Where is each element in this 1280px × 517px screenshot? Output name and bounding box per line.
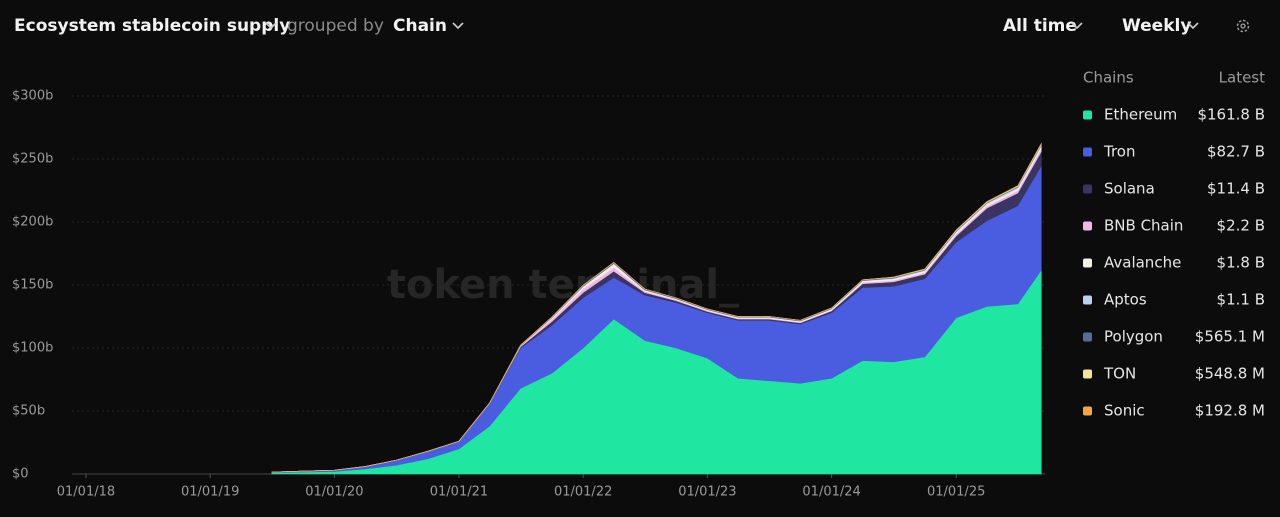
- legend-swatch: [1083, 369, 1092, 379]
- legend-label: Polygon: [1104, 328, 1163, 346]
- legend-swatch: [1083, 295, 1092, 305]
- legend-label: Avalanche: [1104, 254, 1181, 272]
- chevron: [1187, 22, 1199, 30]
- group-value[interactable]: Chain: [393, 16, 447, 36]
- legend-label: Aptos: [1104, 291, 1147, 309]
- legend-latest: $1.1 B: [1217, 291, 1265, 309]
- x-tick-label: 01/01/19: [181, 485, 239, 500]
- legend-swatch: [1083, 258, 1092, 268]
- legend-label: TON: [1103, 365, 1136, 383]
- range-option[interactable]: All time: [1003, 16, 1077, 36]
- x-tick-label: 01/01/24: [802, 485, 860, 500]
- chart-title[interactable]: Ecosystem stablecoin supply: [14, 16, 290, 36]
- x-tick-label: 01/01/20: [305, 485, 363, 500]
- settings-icon[interactable]: [1236, 19, 1250, 33]
- legend-latest: $82.7 B: [1207, 143, 1265, 161]
- legend-label: Tron: [1103, 143, 1135, 161]
- legend-label: Ethereum: [1104, 106, 1177, 124]
- y-tick-label: $100b: [12, 341, 53, 356]
- y-tick-label: $0: [12, 467, 29, 482]
- x-tick-label: 01/01/21: [430, 485, 488, 500]
- chevron: [265, 22, 277, 30]
- x-tick-label: 01/01/18: [57, 485, 115, 500]
- legend-label: Sonic: [1104, 402, 1145, 420]
- legend-swatch: [1083, 110, 1092, 120]
- legend-latest: $565.1 M: [1195, 328, 1265, 346]
- area: [271, 142, 1042, 473]
- y-tick-label: $300b: [12, 89, 53, 104]
- x-tick-label: 01/01/23: [678, 485, 736, 500]
- legend-latest: $161.8 B: [1197, 106, 1265, 124]
- legend-label: BNB Chain: [1104, 217, 1183, 235]
- legend-latest: $1.8 B: [1217, 254, 1265, 272]
- x-tick-label: 01/01/25: [927, 485, 985, 500]
- y-tick-label: $200b: [12, 215, 53, 230]
- legend-swatch: [1083, 221, 1092, 231]
- legend-swatch: [1083, 147, 1092, 157]
- legend-swatch: [1083, 184, 1092, 194]
- watermark: token terminal_: [387, 262, 739, 308]
- y-tick-label: $150b: [12, 278, 53, 293]
- legend-latest: $548.8 M: [1195, 365, 1265, 383]
- chevron: [1071, 22, 1083, 30]
- y-tick-label: $250b: [12, 152, 53, 167]
- legend-swatch: [1083, 332, 1092, 342]
- legend-swatch: [1083, 406, 1092, 416]
- legend-latest: $11.4 B: [1207, 180, 1265, 198]
- group-label: grouped by: [287, 16, 384, 36]
- legend-latest: $192.8 M: [1195, 402, 1265, 420]
- y-tick-label: $50b: [12, 404, 45, 419]
- legend-title: Chains: [1083, 69, 1134, 87]
- legend-value-title: Latest: [1219, 69, 1265, 87]
- interval-option[interactable]: Weekly: [1122, 16, 1191, 36]
- chevron: [452, 22, 464, 30]
- x-tick-label: 01/01/22: [554, 485, 612, 500]
- legend-latest: $2.2 B: [1217, 217, 1265, 235]
- legend-label: Solana: [1104, 180, 1155, 198]
